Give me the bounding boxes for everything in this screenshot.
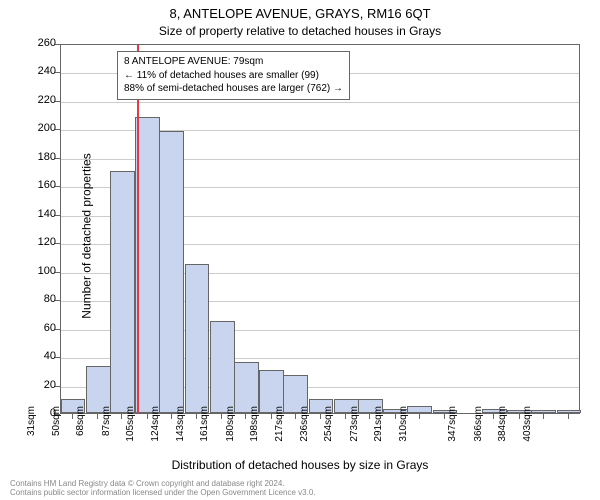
x-tick-label: 310sqm [398, 406, 409, 456]
x-tick-mark [221, 414, 222, 419]
histogram-bar [557, 410, 582, 413]
y-tick-label: 20 [16, 379, 56, 391]
x-tick-mark [493, 414, 494, 419]
x-tick-mark [171, 414, 172, 419]
x-tick-mark [568, 414, 569, 419]
x-tick-mark [295, 414, 296, 419]
x-tick-label: 68sqm [75, 406, 86, 456]
y-tick-label: 140 [16, 208, 56, 220]
y-axis-label: Number of detached properties [80, 153, 94, 318]
x-tick-label: 217sqm [274, 406, 285, 456]
histogram-bar [110, 171, 135, 413]
y-tick-label: 120 [16, 236, 56, 248]
y-tick-label: 260 [16, 37, 56, 49]
x-tick-mark [543, 414, 544, 419]
y-tick-label: 200 [16, 122, 56, 134]
annotation-line3: 88% of semi-detached houses are larger (… [124, 82, 343, 96]
annotation-box: 8 ANTELOPE AVENUE: 79sqm ← 11% of detach… [117, 51, 350, 100]
y-tick-label: 220 [16, 94, 56, 106]
x-tick-label: 180sqm [225, 406, 236, 456]
x-tick-label: 236sqm [299, 406, 310, 456]
x-tick-mark [196, 414, 197, 419]
x-tick-label: 124sqm [150, 406, 161, 456]
annotation-line1: 8 ANTELOPE AVENUE: 79sqm [124, 55, 343, 69]
histogram-bar [407, 406, 432, 413]
histogram-bar [159, 131, 184, 413]
x-tick-mark [121, 414, 122, 419]
x-tick-mark [444, 414, 445, 419]
x-tick-mark [519, 414, 520, 419]
y-tick-label: 240 [16, 65, 56, 77]
histogram-bar [185, 264, 210, 413]
x-tick-mark [369, 414, 370, 419]
x-tick-label: 143sqm [175, 406, 186, 456]
x-tick-label: 87sqm [101, 406, 112, 456]
y-tick-label: 60 [16, 322, 56, 334]
x-tick-mark [72, 414, 73, 419]
x-tick-mark [271, 414, 272, 419]
annotation-line2: ← 11% of detached houses are smaller (99… [124, 69, 343, 83]
plot-area: 8 ANTELOPE AVENUE: 79sqm ← 11% of detach… [60, 44, 580, 414]
x-tick-label: 291sqm [373, 406, 384, 456]
x-tick-label: 384sqm [497, 406, 508, 456]
marker-line [137, 45, 139, 413]
x-tick-label: 403sqm [522, 406, 533, 456]
x-tick-mark [147, 414, 148, 419]
x-tick-mark [97, 414, 98, 419]
x-tick-mark [419, 414, 420, 419]
x-tick-label: 31sqm [26, 406, 37, 456]
x-tick-label: 161sqm [199, 406, 210, 456]
y-tick-label: 100 [16, 265, 56, 277]
chart-subtitle: Size of property relative to detached ho… [0, 24, 600, 38]
footer-attribution: Contains HM Land Registry data © Crown c… [10, 479, 316, 498]
chart-title: 8, ANTELOPE AVENUE, GRAYS, RM16 6QT [0, 6, 600, 21]
footer-line1: Contains HM Land Registry data © Crown c… [10, 479, 316, 489]
footer-line2: Contains public sector information licen… [10, 488, 316, 498]
x-tick-mark [395, 414, 396, 419]
histogram-bar [210, 321, 235, 414]
x-tick-label: 50sqm [51, 406, 62, 456]
chart-container: 8, ANTELOPE AVENUE, GRAYS, RM16 6QT Size… [0, 0, 600, 500]
x-tick-label: 366sqm [473, 406, 484, 456]
y-tick-label: 80 [16, 293, 56, 305]
histogram-bar [531, 410, 556, 413]
y-tick-label: 160 [16, 179, 56, 191]
x-tick-mark [345, 414, 346, 419]
x-tick-mark [320, 414, 321, 419]
x-axis-label: Distribution of detached houses by size … [0, 458, 600, 472]
y-tick-label: 180 [16, 151, 56, 163]
x-tick-label: 273sqm [349, 406, 360, 456]
x-tick-label: 105sqm [125, 406, 136, 456]
x-tick-label: 347sqm [447, 406, 458, 456]
y-tick-label: 40 [16, 350, 56, 362]
x-tick-mark [245, 414, 246, 419]
x-tick-label: 254sqm [323, 406, 334, 456]
x-tick-label: 198sqm [249, 406, 260, 456]
